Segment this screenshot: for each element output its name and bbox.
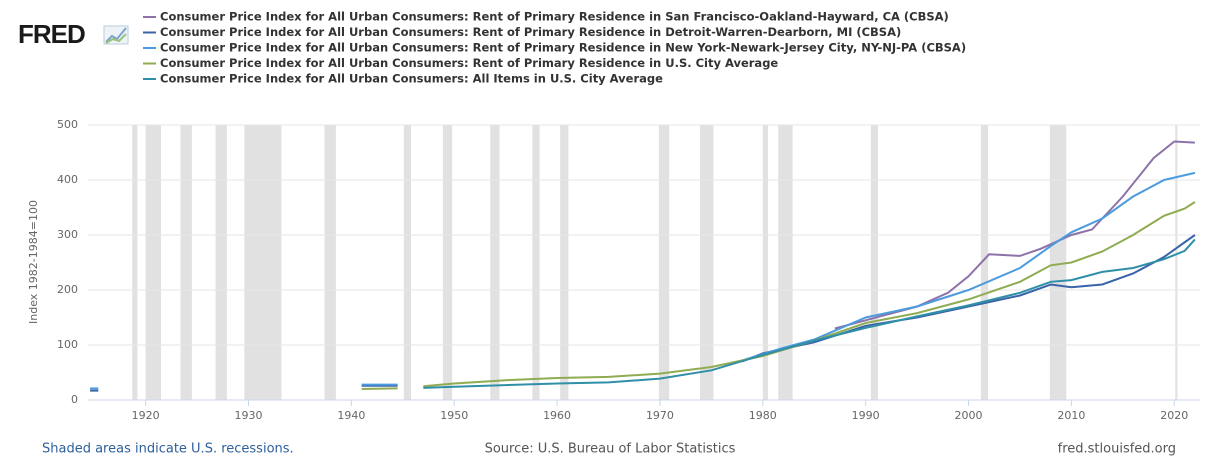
logo-icon (103, 25, 129, 45)
recession-band (762, 125, 768, 400)
series-line (423, 238, 1196, 389)
recession-band (778, 125, 793, 400)
x-tick-label: 1930 (234, 409, 262, 422)
legend-entry[interactable]: Consumer Price Index for All Urban Consu… (160, 56, 778, 70)
recession-band (244, 125, 282, 400)
site-link[interactable]: fred.stlouisfed.org (1058, 442, 1176, 457)
legend-entry[interactable]: Consumer Price Index for All Urban Consu… (160, 41, 966, 55)
recession-band (215, 125, 227, 400)
recession-note[interactable]: Shaded areas indicate U.S. recessions. (42, 442, 294, 457)
recession-band (870, 125, 879, 400)
recession-band (180, 125, 192, 400)
y-tick-label: 0 (71, 393, 78, 406)
recession-band (980, 125, 989, 400)
recession-band (490, 125, 500, 400)
y-axis-label: Index 1982-1984=100 (27, 200, 40, 324)
series-line (741, 234, 1196, 363)
logo: FRED (18, 19, 85, 49)
recession-band (1175, 125, 1178, 400)
legend-entry[interactable]: Consumer Price Index for All Urban Consu… (160, 25, 901, 39)
recession-band (658, 125, 670, 400)
y-tick-label: 200 (57, 283, 78, 296)
x-tick-label: 2000 (955, 409, 983, 422)
y-tick-label: 500 (57, 118, 78, 131)
recession-band (442, 125, 453, 400)
series-line (741, 171, 1196, 362)
x-tick-label: 1950 (440, 409, 468, 422)
recession-band (700, 125, 714, 400)
y-tick-label: 300 (57, 228, 78, 241)
series-line (361, 387, 398, 390)
recession-band (145, 125, 162, 400)
x-tick-label: 2010 (1057, 409, 1085, 422)
x-tick-label: 1920 (132, 409, 160, 422)
x-tick-label: 2020 (1160, 409, 1188, 422)
x-tick-label: 1990 (852, 409, 880, 422)
recession-band (1049, 125, 1067, 400)
series-line (423, 201, 1196, 388)
recession-band (560, 125, 569, 400)
y-tick-label: 400 (57, 173, 78, 186)
x-tick-label: 1980 (749, 409, 777, 422)
y-tick-label: 100 (57, 338, 78, 351)
recession-band (132, 125, 138, 400)
recession-band (532, 125, 540, 400)
recession-band (403, 125, 412, 400)
source: Source: U.S. Bureau of Labor Statistics (485, 442, 736, 457)
legend-entry[interactable]: Consumer Price Index for All Urban Consu… (160, 10, 949, 24)
x-tick-label: 1970 (646, 409, 674, 422)
x-tick-label: 1960 (543, 409, 571, 422)
x-tick-label: 1940 (337, 409, 365, 422)
recession-band (324, 125, 336, 400)
legend-entry[interactable]: Consumer Price Index for All Urban Consu… (160, 72, 663, 86)
